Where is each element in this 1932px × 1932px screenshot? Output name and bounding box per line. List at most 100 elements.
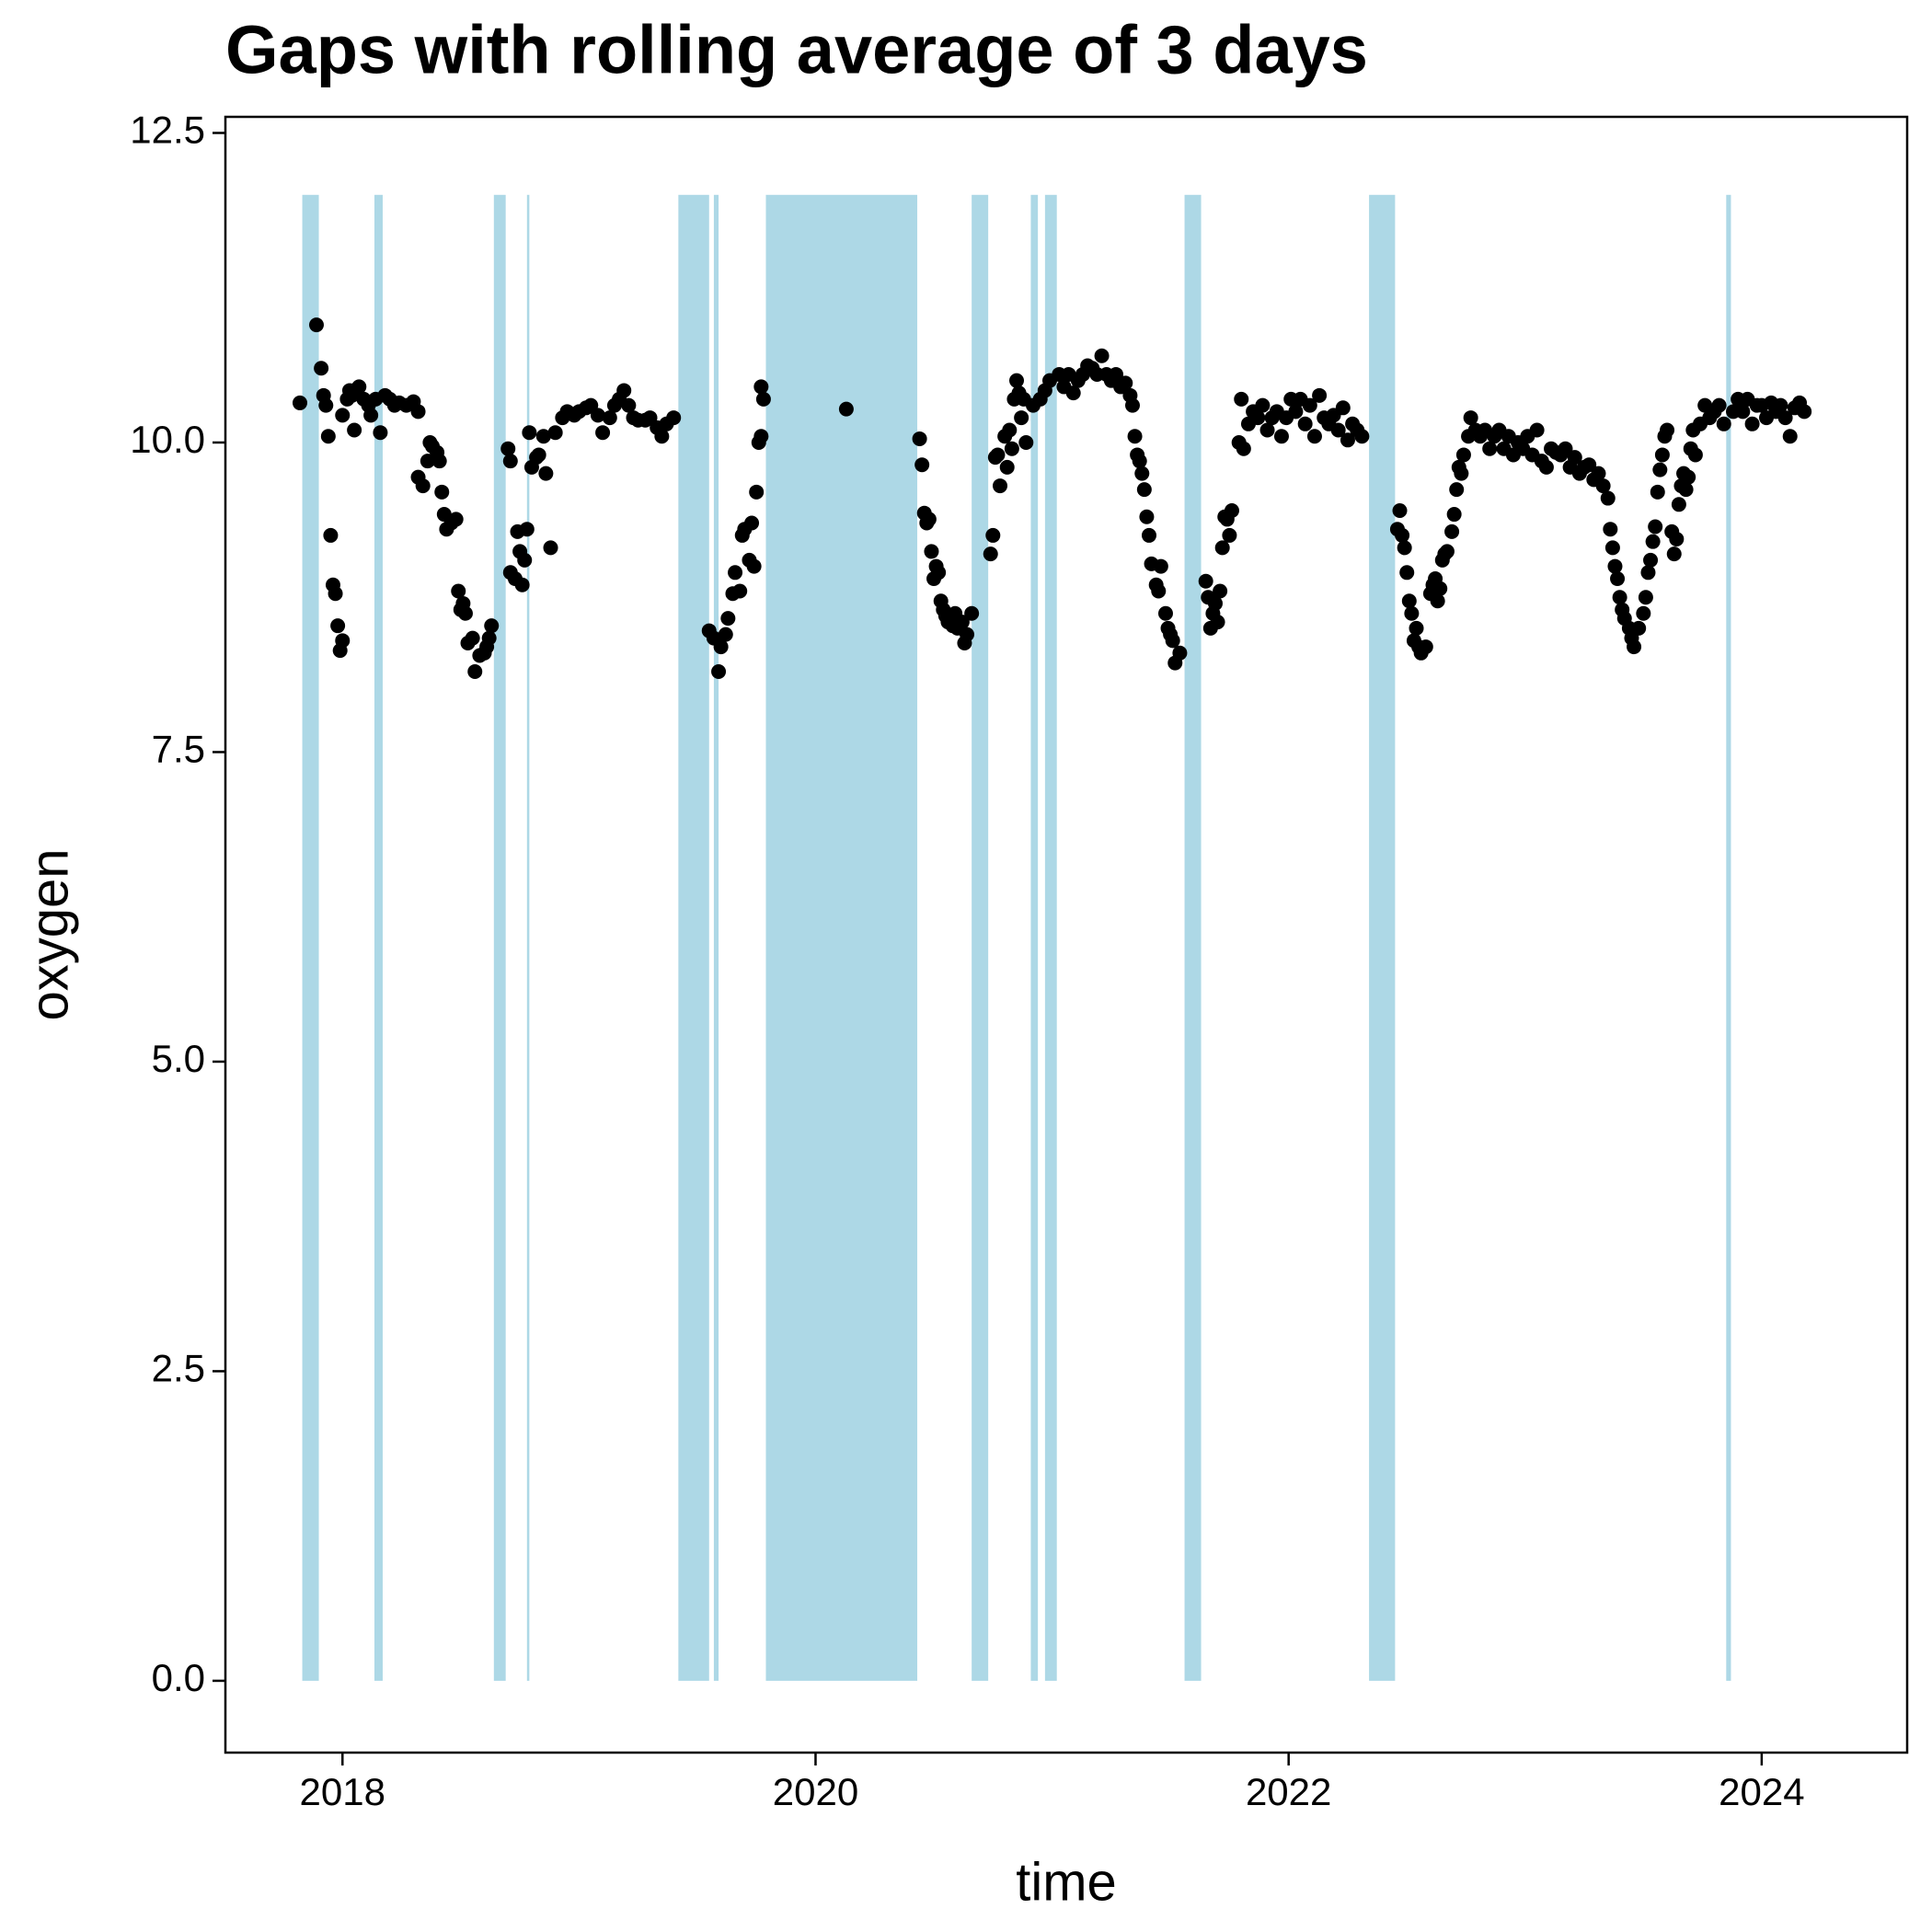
gap-band (526, 194, 530, 1681)
data-point (1259, 422, 1275, 438)
data-point (547, 425, 563, 441)
data-point (1273, 429, 1289, 444)
data-point (1136, 482, 1152, 498)
data-point (666, 410, 682, 426)
data-point (1157, 605, 1173, 621)
data-point (1631, 620, 1647, 636)
data-point (1127, 429, 1143, 444)
data-point (335, 408, 351, 423)
gap-band (713, 194, 719, 1681)
data-point (1397, 540, 1412, 556)
data-point (1002, 422, 1018, 438)
data-point (1538, 459, 1554, 475)
data-point (1463, 410, 1478, 426)
data-point (1004, 441, 1019, 456)
data-point (481, 630, 497, 646)
data-point (514, 577, 530, 592)
data-point (1213, 583, 1228, 599)
data-point (1132, 454, 1147, 469)
data-point (1666, 546, 1682, 562)
data-point (728, 565, 743, 581)
data-point (1638, 590, 1653, 605)
data-point (1591, 466, 1606, 481)
data-point (590, 408, 605, 423)
data-point (914, 457, 930, 473)
data-point (1139, 509, 1155, 524)
data-point (713, 639, 729, 655)
data-point (410, 404, 426, 420)
y-tick-label: 5.0 (152, 1037, 205, 1080)
data-point (964, 605, 980, 621)
data-point (531, 447, 546, 463)
data-point (1432, 581, 1448, 596)
data-point (1643, 552, 1659, 568)
data-point (1288, 404, 1304, 420)
x-axis-label: time (1016, 1852, 1117, 1912)
data-point (990, 447, 1006, 463)
data-point (1354, 429, 1370, 444)
data-point (1124, 397, 1140, 413)
data-point (1681, 469, 1696, 485)
data-point (1711, 397, 1727, 413)
data-point (993, 478, 1008, 494)
data-point (522, 425, 537, 441)
data-point (1395, 527, 1410, 543)
data-point (318, 397, 334, 413)
y-tick-label: 7.5 (152, 728, 205, 771)
data-point (415, 478, 431, 494)
data-point (363, 408, 379, 423)
data-point (1612, 590, 1627, 605)
data-point (543, 540, 558, 556)
data-point (1782, 429, 1798, 444)
data-point (753, 379, 769, 395)
data-point (749, 484, 765, 500)
data-point (517, 552, 533, 568)
x-tick-label: 2020 (773, 1770, 858, 1813)
data-point (999, 459, 1015, 475)
data-point (1210, 615, 1225, 630)
data-point (351, 379, 367, 395)
data-point (347, 422, 362, 438)
data-point (1652, 462, 1668, 477)
data-point (1449, 482, 1465, 498)
data-point (960, 627, 975, 642)
data-point (1773, 397, 1788, 413)
data-point (921, 512, 937, 527)
data-point (465, 630, 480, 646)
data-point (1009, 373, 1025, 388)
gap-band (765, 194, 918, 1681)
data-point (1153, 558, 1168, 574)
data-point (448, 512, 464, 527)
y-tick-label: 12.5 (130, 109, 205, 152)
data-point (1118, 375, 1133, 391)
data-point (1297, 416, 1313, 431)
data-point (595, 425, 611, 441)
data-point (1454, 466, 1469, 481)
data-point (1340, 432, 1355, 448)
data-point (1744, 416, 1760, 431)
data-point (1418, 639, 1433, 655)
data-point (924, 544, 939, 559)
data-point (1558, 441, 1573, 456)
data-point (1065, 385, 1081, 401)
y-tick-label: 10.0 (130, 418, 205, 461)
data-point (1671, 497, 1686, 512)
data-point (985, 527, 1001, 543)
data-point (983, 546, 998, 562)
data-point (502, 454, 518, 469)
data-point (1165, 633, 1180, 649)
data-point (1214, 540, 1230, 556)
data-point (1640, 565, 1656, 581)
data-point (1529, 422, 1545, 438)
data-point (1444, 523, 1460, 539)
data-point (1581, 457, 1597, 473)
data-point (1302, 397, 1317, 413)
data-point (838, 401, 854, 417)
data-point (1439, 544, 1455, 559)
data-point (1401, 593, 1417, 609)
data-point (519, 522, 535, 537)
data-point (1018, 434, 1034, 450)
data-point (1607, 558, 1623, 574)
gap-band (302, 194, 319, 1681)
data-point (1482, 441, 1498, 456)
